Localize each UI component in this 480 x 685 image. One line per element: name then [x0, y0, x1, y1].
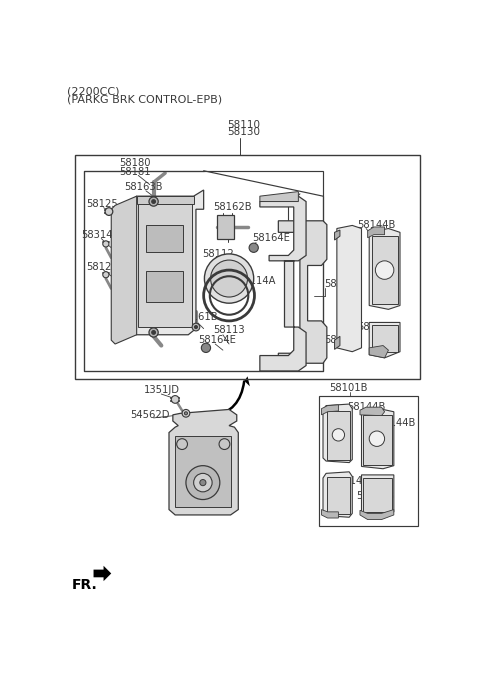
Text: 58110: 58110: [227, 120, 260, 129]
Bar: [319, 397, 418, 525]
Circle shape: [186, 466, 220, 499]
Circle shape: [171, 396, 179, 403]
Circle shape: [211, 260, 248, 297]
Polygon shape: [323, 404, 352, 462]
Polygon shape: [360, 407, 384, 416]
Polygon shape: [169, 410, 238, 515]
Text: 58163B: 58163B: [124, 182, 163, 192]
Circle shape: [204, 254, 254, 303]
Circle shape: [249, 243, 258, 252]
Text: 58161B: 58161B: [179, 312, 217, 322]
Circle shape: [103, 241, 109, 247]
Bar: [217, 214, 234, 239]
Circle shape: [192, 323, 200, 331]
Polygon shape: [322, 510, 338, 518]
Text: 58144B: 58144B: [358, 220, 396, 229]
Text: FR.: FR.: [72, 578, 98, 592]
Text: 58144B: 58144B: [356, 491, 395, 501]
Polygon shape: [129, 190, 204, 335]
Polygon shape: [361, 410, 394, 469]
Polygon shape: [322, 405, 338, 415]
Text: 58125: 58125: [86, 199, 118, 209]
Bar: [363, 478, 392, 512]
Text: 58144B: 58144B: [337, 476, 375, 486]
Circle shape: [184, 412, 188, 415]
Polygon shape: [260, 196, 306, 371]
Bar: [327, 477, 350, 514]
Polygon shape: [111, 196, 137, 344]
Circle shape: [219, 438, 230, 449]
Text: 58162B: 58162B: [213, 202, 252, 212]
Text: 58101B: 58101B: [329, 383, 368, 393]
Circle shape: [149, 328, 158, 337]
Bar: [75, 155, 420, 379]
Circle shape: [149, 197, 158, 206]
Text: 58144B: 58144B: [358, 322, 396, 332]
Bar: [146, 225, 183, 251]
Circle shape: [194, 325, 197, 329]
Polygon shape: [369, 323, 400, 358]
Polygon shape: [335, 230, 340, 240]
Polygon shape: [361, 475, 394, 516]
Text: 58164E: 58164E: [198, 335, 236, 345]
Text: 58314: 58314: [81, 229, 113, 240]
Circle shape: [369, 431, 384, 447]
Polygon shape: [323, 472, 352, 517]
Circle shape: [182, 410, 190, 417]
Circle shape: [200, 479, 206, 486]
Text: 58131: 58131: [324, 279, 356, 289]
Bar: [146, 271, 183, 301]
Bar: [372, 236, 398, 304]
Circle shape: [201, 343, 211, 353]
Text: 1351JD: 1351JD: [144, 385, 180, 395]
Text: 58130: 58130: [227, 127, 260, 137]
Polygon shape: [337, 225, 361, 351]
Polygon shape: [175, 436, 230, 507]
FancyArrowPatch shape: [213, 382, 244, 418]
Text: 58144B: 58144B: [348, 402, 386, 412]
Text: 58120: 58120: [86, 262, 118, 272]
Circle shape: [332, 429, 345, 441]
Text: 58114A: 58114A: [237, 276, 275, 286]
Polygon shape: [368, 227, 384, 238]
Text: (PARKG BRK CONTROL-EPB): (PARKG BRK CONTROL-EPB): [67, 94, 223, 104]
Polygon shape: [137, 196, 193, 204]
Text: 58113: 58113: [214, 325, 245, 335]
Polygon shape: [244, 376, 250, 386]
Polygon shape: [94, 566, 111, 581]
Circle shape: [105, 208, 113, 215]
Polygon shape: [369, 345, 388, 358]
Polygon shape: [138, 204, 192, 327]
Text: (2200CC): (2200CC): [67, 86, 120, 97]
Bar: [372, 325, 398, 351]
Polygon shape: [278, 221, 327, 363]
Text: 58164E: 58164E: [252, 233, 290, 242]
Bar: [84, 171, 323, 371]
Text: 58131: 58131: [324, 335, 356, 345]
Bar: [363, 415, 392, 465]
Text: 58144B: 58144B: [377, 418, 415, 427]
Circle shape: [193, 473, 212, 492]
Polygon shape: [335, 336, 340, 349]
Circle shape: [152, 199, 156, 203]
Circle shape: [375, 261, 394, 279]
Circle shape: [177, 438, 188, 449]
Bar: [327, 411, 350, 460]
Polygon shape: [369, 229, 400, 310]
Text: 58112: 58112: [202, 249, 234, 259]
Circle shape: [152, 331, 156, 334]
Polygon shape: [260, 192, 299, 201]
Text: 58180: 58180: [119, 158, 150, 168]
Text: 58181: 58181: [119, 166, 151, 177]
Text: 54562D: 54562D: [131, 410, 170, 420]
Circle shape: [103, 272, 109, 278]
Polygon shape: [360, 510, 394, 519]
